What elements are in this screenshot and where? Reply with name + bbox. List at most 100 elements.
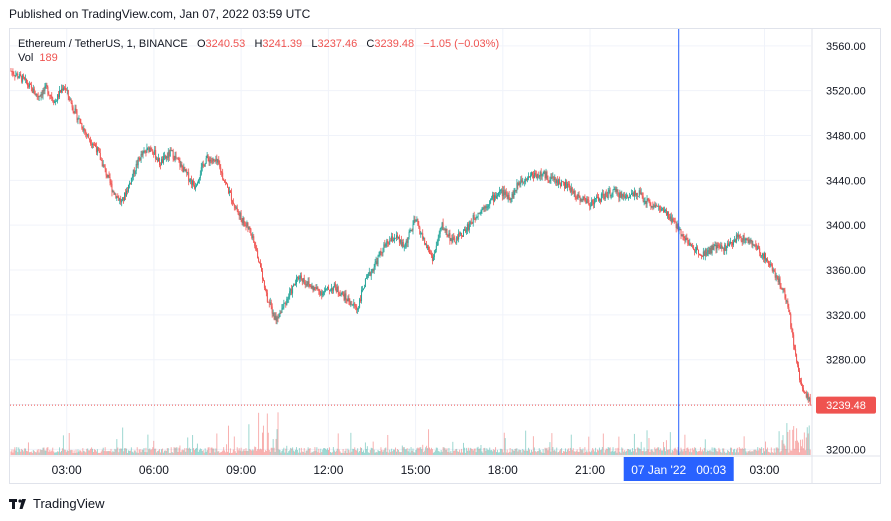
volume-bar: [646, 430, 648, 455]
volume-bar: [523, 450, 525, 455]
volume-bar: [444, 448, 446, 455]
volume-bar: [483, 447, 485, 455]
candle-body: [307, 281, 309, 286]
volume-bar: [32, 450, 34, 455]
candle-body: [705, 249, 707, 256]
volume-bar: [710, 451, 712, 455]
candle-body: [95, 146, 97, 153]
volume-bar: [240, 447, 242, 455]
candle-body: [333, 283, 335, 287]
volume-bar: [56, 452, 58, 455]
candle-body: [31, 87, 33, 93]
candle-body: [640, 192, 642, 195]
grid-lines: [10, 29, 811, 455]
volume-bar: [600, 449, 602, 455]
volume-bar: [198, 449, 200, 455]
candle-body: [646, 198, 648, 204]
candle-body: [807, 394, 809, 399]
candle-body: [390, 240, 392, 242]
candle-body: [451, 238, 453, 242]
candle-body: [522, 181, 524, 183]
candle-body: [19, 74, 21, 78]
volume-bar: [208, 447, 210, 455]
volume-bar: [751, 450, 753, 455]
candle-body: [690, 242, 692, 246]
candle-body: [493, 194, 495, 202]
volume-bar: [785, 448, 787, 455]
candle-body: [751, 239, 753, 246]
volume-bar: [116, 439, 118, 455]
candle-body: [338, 292, 340, 295]
candle-body: [638, 190, 640, 197]
candle-body: [266, 292, 268, 302]
volume-bar: [399, 452, 401, 455]
candle-body: [616, 189, 618, 192]
candle-body: [176, 157, 178, 159]
candle-body: [686, 237, 688, 239]
time-axis[interactable]: 03:00 06:00 09:00 12:00 15:00 18:00 21:00 03:00: [52, 463, 780, 477]
candle-body: [555, 178, 557, 183]
volume-bar: [655, 449, 657, 455]
candle-body: [597, 196, 599, 198]
volume-bar: [214, 452, 216, 455]
candlestick-chart[interactable]: 3200.003240.003280.003320.003360.003400.…: [0, 0, 891, 484]
candle-body: [797, 361, 799, 365]
volume-bar: [441, 451, 443, 455]
volume-bar: [792, 429, 794, 455]
volume-bar: [665, 440, 667, 455]
volume-bar: [472, 450, 474, 455]
candle-body: [613, 189, 615, 191]
volume-bar: [10, 451, 12, 455]
candle-body: [206, 154, 208, 159]
volume-bar: [344, 450, 346, 455]
price-axis[interactable]: 3200.003240.003280.003320.003360.003400.…: [826, 41, 866, 457]
volume-bar: [696, 450, 698, 455]
candle-body: [301, 279, 303, 282]
candle-body: [127, 190, 129, 192]
candle-body: [685, 237, 687, 241]
volume-bar: [427, 448, 429, 455]
volume-bar: [713, 447, 715, 455]
candle-body: [116, 196, 118, 199]
volume-bar: [507, 452, 509, 455]
volume-bar: [93, 449, 95, 455]
volume-bar: [597, 450, 599, 455]
volume-bar: [330, 452, 332, 455]
volume-bar: [451, 452, 453, 455]
candle-body: [42, 90, 44, 96]
volume-bar: [326, 449, 328, 455]
candle-body: [15, 74, 17, 77]
candle-body: [520, 179, 522, 185]
candle-body: [577, 194, 579, 199]
candle-body: [460, 233, 462, 234]
candle-body: [94, 144, 96, 147]
volume-bar: [700, 451, 702, 455]
candle-body: [387, 240, 389, 243]
candle-body: [139, 157, 141, 160]
candle-body: [35, 93, 37, 96]
volume-bar: [567, 448, 569, 455]
volume-bar: [676, 450, 678, 455]
volume-bar: [112, 450, 114, 455]
volume-bar: [215, 448, 217, 455]
candle-body: [515, 190, 517, 192]
candle-body: [672, 218, 674, 221]
volume-bar: [532, 436, 534, 455]
candle-body: [86, 133, 88, 136]
volume-bar: [332, 447, 334, 455]
candle-body: [334, 283, 336, 289]
candle-body: [314, 287, 316, 289]
volume-bar: [527, 450, 529, 455]
volume-bar: [156, 452, 158, 455]
candle-body: [728, 243, 730, 247]
volume-bar: [690, 448, 692, 455]
tradingview-brand[interactable]: TradingView: [9, 496, 105, 511]
volume-bar: [273, 447, 275, 455]
candle-body: [240, 212, 242, 220]
volume-bar: [99, 452, 101, 455]
volume-legend: Vol 189: [18, 52, 58, 64]
price-tick-label: 3320.00: [826, 310, 866, 322]
volume-bar: [220, 452, 222, 455]
volume-bar: [521, 452, 523, 455]
candle-body: [367, 273, 369, 277]
